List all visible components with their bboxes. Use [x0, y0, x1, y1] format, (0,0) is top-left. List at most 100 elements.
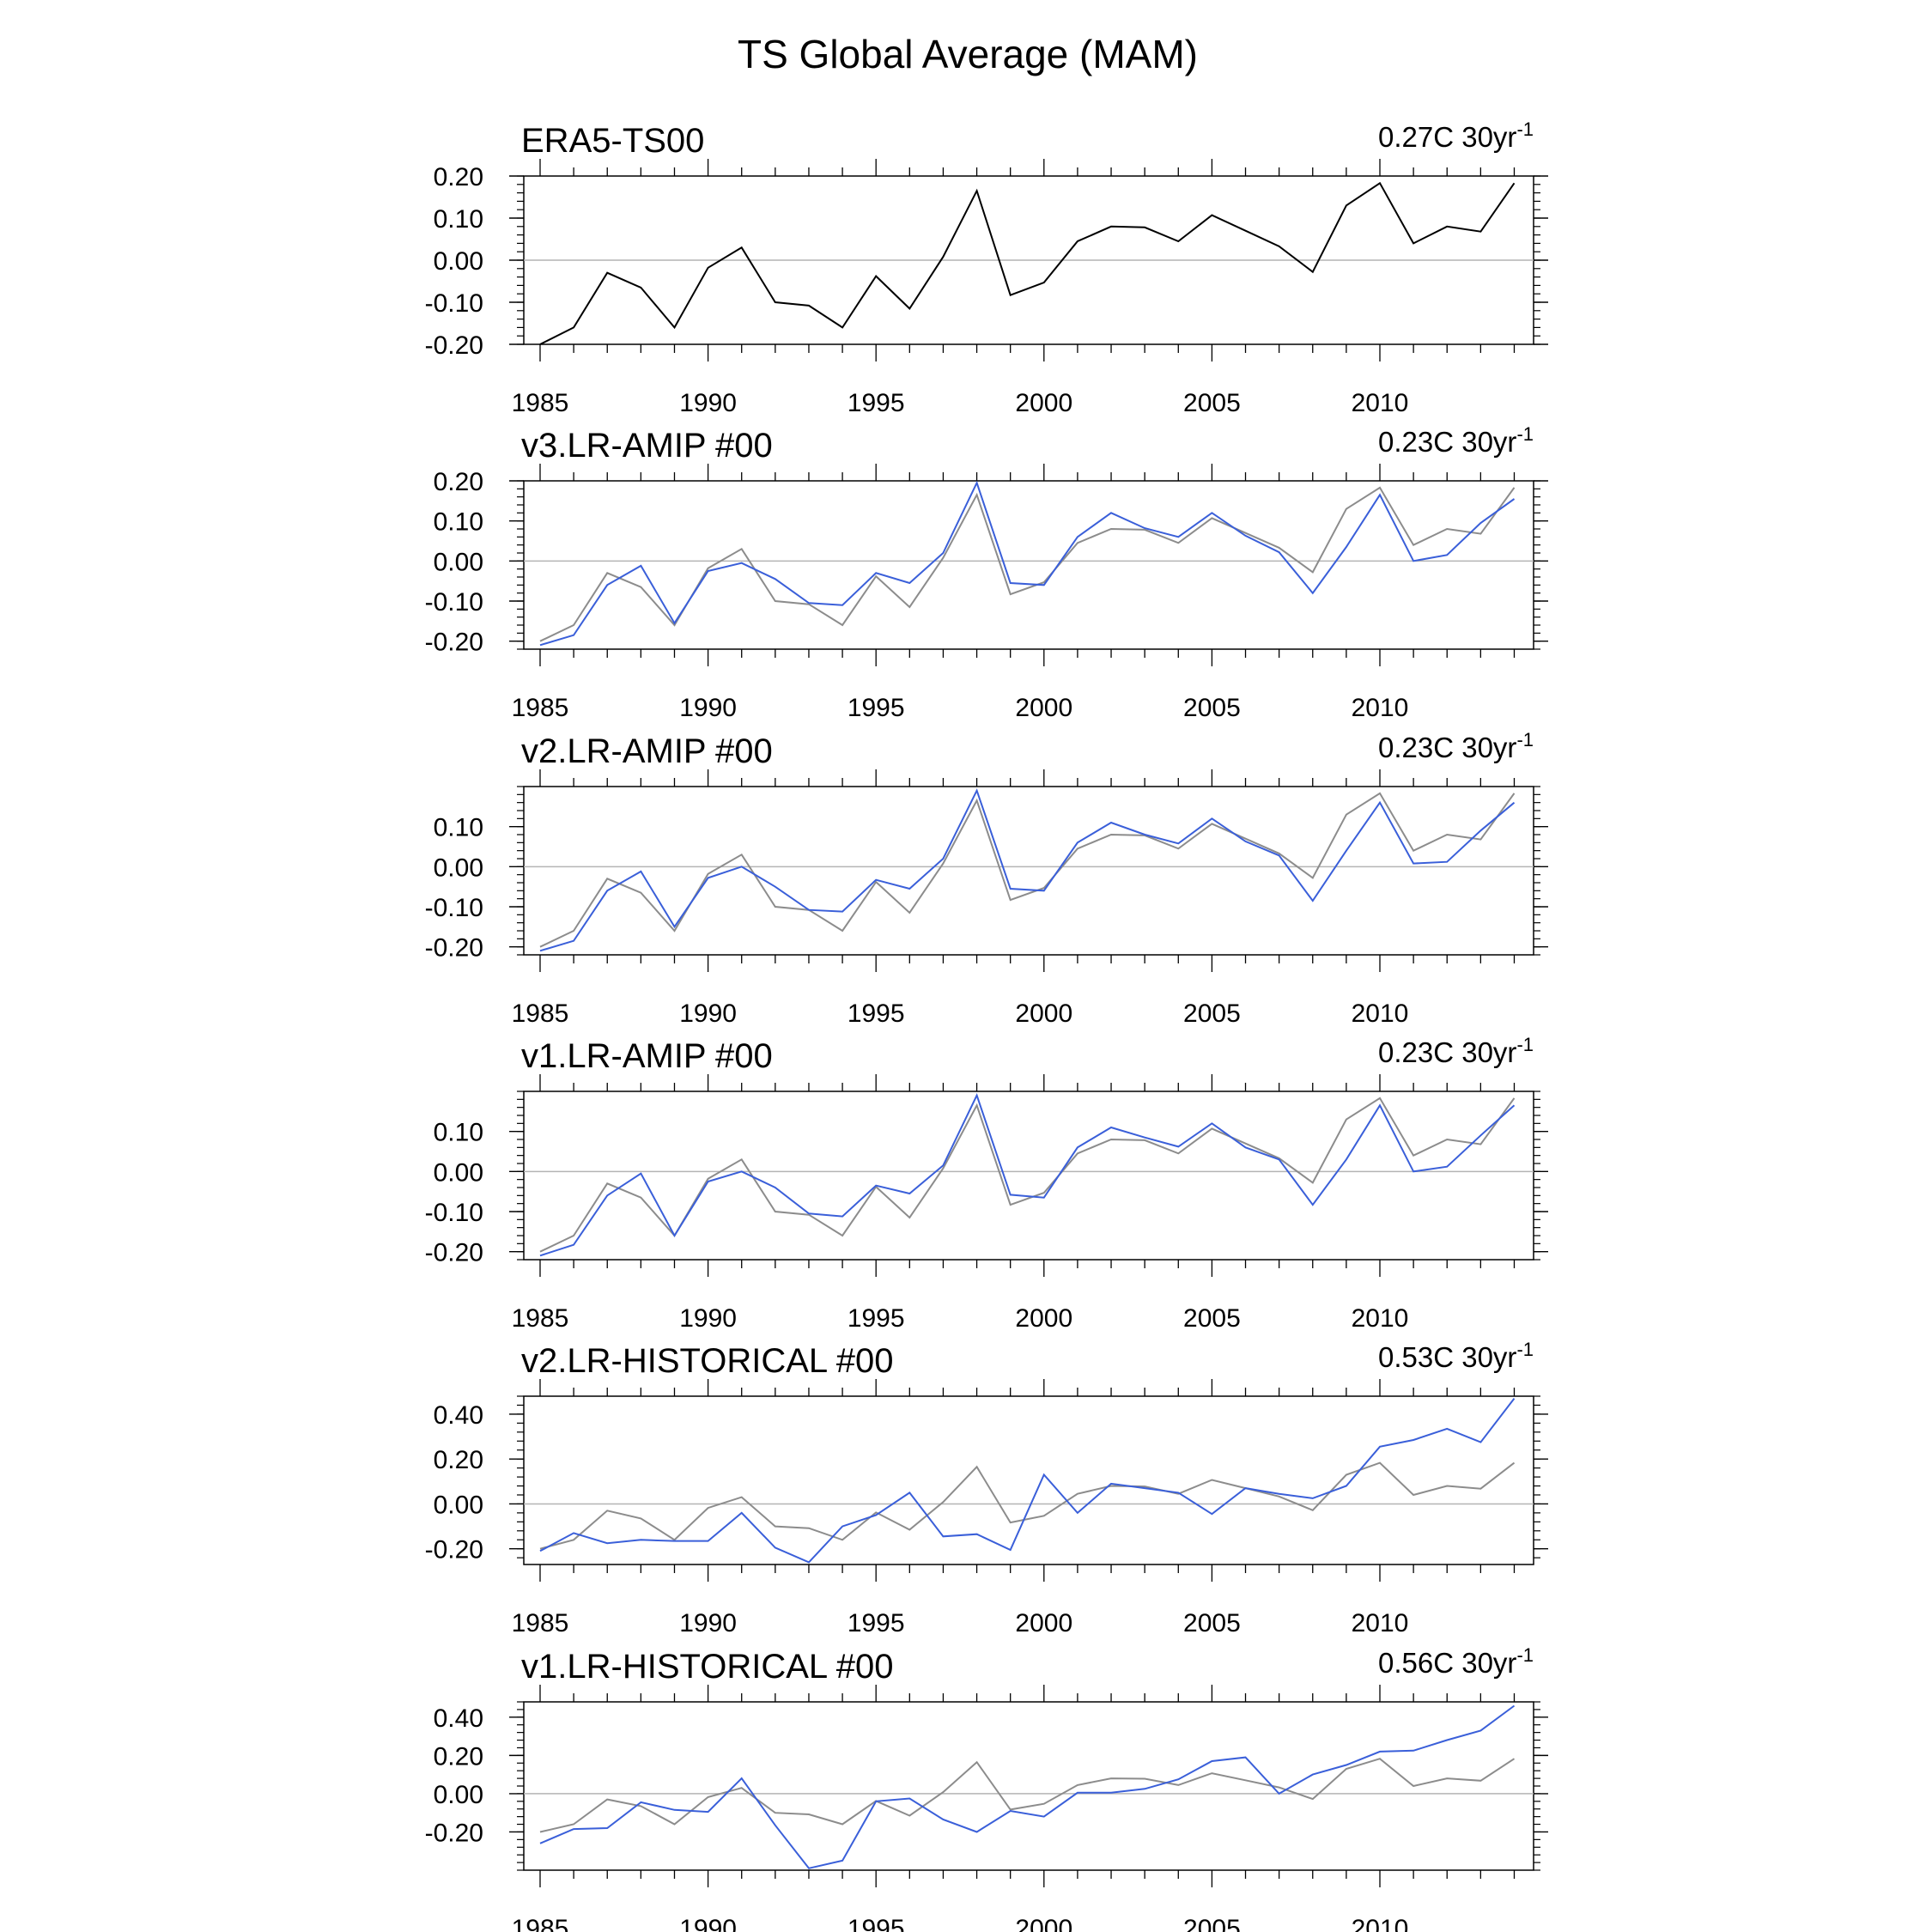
- x-tick-label: 1985: [512, 694, 569, 722]
- y-tick-label: 0.10: [434, 1119, 483, 1147]
- trend-value: 0.56C 30yr: [1378, 1647, 1516, 1679]
- model-series-line: [539, 1093, 1516, 1257]
- trend-label: 0.56C 30yr-1: [1378, 1644, 1534, 1679]
- chart-panel: ERA5-TS00 0.27C 30yr-1 1985 1990 1995 2000 200…: [425, 118, 1548, 417]
- x-tick-label: 2010: [1352, 1304, 1409, 1333]
- trend-value: 0.23C 30yr: [1378, 732, 1516, 763]
- x-tick-label: 2010: [1352, 389, 1409, 417]
- y-tick-label: -0.10: [425, 894, 483, 922]
- y-tick-label: 0.20: [434, 163, 483, 191]
- x-tick-label: 1985: [512, 1304, 569, 1333]
- y-tick-label: 0.20: [434, 1742, 483, 1771]
- x-tick-label: 1990: [679, 389, 737, 417]
- x-tick-label: 1985: [512, 1915, 569, 1932]
- trend-label: 0.23C 30yr-1: [1378, 423, 1534, 458]
- x-tick-label: 2010: [1352, 694, 1409, 722]
- obs-series-line: [539, 1461, 1516, 1550]
- x-tick-label: 2005: [1183, 1304, 1241, 1333]
- x-tick-label: 1990: [679, 999, 737, 1028]
- panel-title: v2.LR-HISTORICAL #00: [521, 1342, 894, 1380]
- y-tick-label: 0.00: [434, 1781, 483, 1809]
- y-tick-label: -0.10: [425, 1199, 483, 1227]
- x-tick-label: 2000: [1015, 1915, 1072, 1932]
- x-tick-label: 2000: [1015, 694, 1072, 722]
- y-tick-label: 0.10: [434, 508, 483, 537]
- plot-frame: [523, 1701, 1534, 1871]
- y-tick-label: 0.40: [434, 1704, 483, 1733]
- model-series-line: [539, 788, 1516, 952]
- panel-title: ERA5-TS00: [521, 122, 704, 160]
- y-tick-label: 0.20: [434, 468, 483, 496]
- panel-title: v2.LR-AMIP #00: [521, 732, 773, 770]
- obs-series-line: [539, 792, 1516, 948]
- y-tick-label: -0.20: [425, 1819, 483, 1847]
- panel-title: v3.LR-AMIP #00: [521, 427, 773, 465]
- trend-superscript: -1: [1516, 1644, 1534, 1666]
- y-tick-label: 0.10: [434, 205, 483, 234]
- x-tick-label: 1995: [848, 1915, 905, 1932]
- plot-frame: [523, 786, 1534, 956]
- trend-value: 0.23C 30yr: [1378, 426, 1516, 458]
- x-tick-label: 2005: [1183, 1915, 1241, 1932]
- trend-value: 0.53C 30yr: [1378, 1341, 1516, 1373]
- x-tick-label: 1995: [848, 694, 905, 722]
- x-tick-label: 1995: [848, 1609, 905, 1637]
- y-tick-label: 0.00: [434, 548, 483, 576]
- y-tick-label: 0.00: [434, 1158, 483, 1187]
- x-tick-label: 1990: [679, 1609, 737, 1637]
- trend-label: 0.53C 30yr-1: [1378, 1339, 1534, 1373]
- x-tick-label: 2000: [1015, 1609, 1072, 1637]
- x-tick-label: 1985: [512, 389, 569, 417]
- trend-superscript: -1: [1516, 118, 1534, 140]
- obs-series-line: [539, 1097, 1516, 1253]
- model-series-line: [539, 1397, 1516, 1564]
- x-tick-label: 2005: [1183, 1609, 1241, 1637]
- x-tick-label: 1995: [848, 1304, 905, 1333]
- x-tick-label: 2010: [1352, 1915, 1409, 1932]
- x-tick-label: 1985: [512, 999, 569, 1028]
- chart-panel: v3.LR-AMIP #00 0.23C 30yr-1 1985 1990 1995 20…: [425, 423, 1548, 722]
- x-tick-label: 2005: [1183, 999, 1241, 1028]
- trend-label: 0.23C 30yr-1: [1378, 729, 1534, 763]
- trend-label: 0.27C 30yr-1: [1378, 118, 1534, 153]
- y-tick-label: 0.00: [434, 247, 483, 276]
- chart-panel: v1.LR-HISTORICAL #00 0.56C 30yr-1 1985 1990…: [425, 1644, 1548, 1932]
- trend-superscript: -1: [1516, 1034, 1534, 1055]
- x-tick-label: 2000: [1015, 389, 1072, 417]
- x-tick-label: 1995: [848, 389, 905, 417]
- y-tick-label: 0.10: [434, 814, 483, 842]
- x-tick-label: 2000: [1015, 1304, 1072, 1333]
- y-tick-label: -0.20: [425, 1239, 483, 1267]
- trend-label: 0.23C 30yr-1: [1378, 1034, 1534, 1068]
- y-tick-label: 0.00: [434, 1491, 483, 1519]
- x-tick-label: 1985: [512, 1609, 569, 1637]
- model-series-line: [539, 480, 1516, 647]
- plot-frame: [523, 480, 1534, 650]
- x-tick-label: 2005: [1183, 694, 1241, 722]
- x-tick-label: 2000: [1015, 999, 1072, 1028]
- x-tick-label: 2005: [1183, 389, 1241, 417]
- trend-value: 0.23C 30yr: [1378, 1036, 1516, 1068]
- obs-series-line: [539, 486, 1516, 642]
- trend-superscript: -1: [1516, 423, 1534, 445]
- plot-frame: [523, 1091, 1534, 1261]
- x-tick-label: 2010: [1352, 999, 1409, 1028]
- y-tick-label: 0.40: [434, 1401, 483, 1430]
- y-tick-label: 0.00: [434, 854, 483, 882]
- y-tick-label: -0.20: [425, 331, 483, 360]
- figure-title: TS Global Average (MAM): [738, 32, 1198, 76]
- trend-value: 0.27C 30yr: [1378, 121, 1516, 153]
- model-series-line: [539, 1704, 1516, 1869]
- chart-panel: v1.LR-AMIP #00 0.23C 30yr-1 1985 1990 1995 20…: [425, 1034, 1548, 1333]
- y-tick-label: -0.10: [425, 588, 483, 617]
- y-tick-label: -0.20: [425, 1536, 483, 1564]
- plot-frame: [523, 1395, 1534, 1565]
- y-tick-label: -0.20: [425, 934, 483, 963]
- x-tick-label: 1990: [679, 694, 737, 722]
- obs-series-line: [539, 1758, 1516, 1833]
- chart-panel: v2.LR-HISTORICAL #00 0.53C 30yr-1 1985 1990…: [425, 1339, 1548, 1637]
- x-tick-label: 1995: [848, 999, 905, 1028]
- y-tick-label: 0.20: [434, 1446, 483, 1474]
- panel-title: v1.LR-HISTORICAL #00: [521, 1648, 894, 1686]
